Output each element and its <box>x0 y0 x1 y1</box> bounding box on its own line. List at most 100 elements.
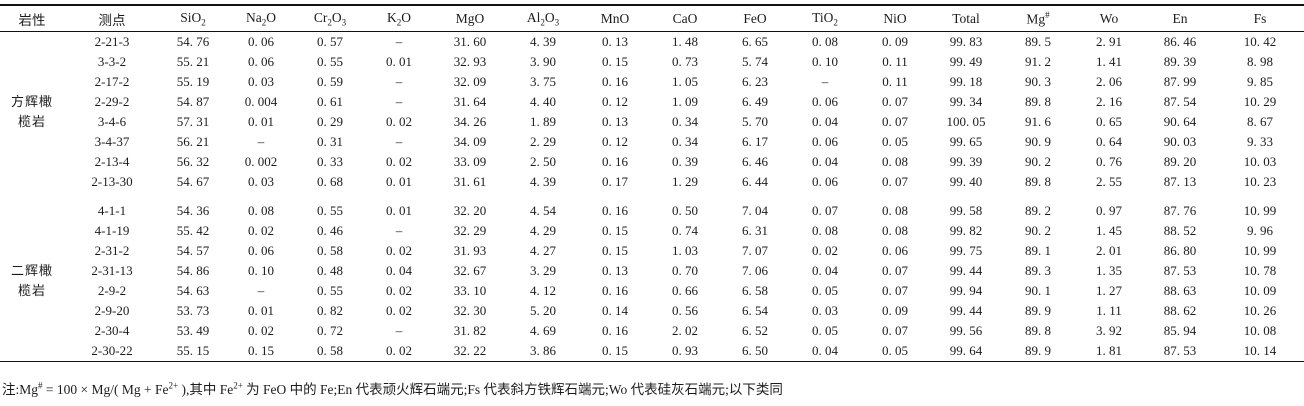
cell-en: 87. 53 <box>1163 343 1197 358</box>
table-row: 3-4-6 57. 31 0. 01 0. 29 0. 02 34. 26 1. 89 0. … <box>0 112 1304 132</box>
cell-fs: 10. 99 <box>1243 203 1277 218</box>
cell-cao: 0. 93 <box>672 343 698 358</box>
cell-mno: 0. 16 <box>602 203 628 218</box>
cell-en: 90. 03 <box>1163 134 1197 149</box>
cell-mno: 0. 16 <box>602 74 628 89</box>
cell-cr2o3: 0. 72 <box>317 323 343 338</box>
cell-wo: 2. 55 <box>1096 174 1122 189</box>
cell-cr2o3: 0. 61 <box>317 94 343 109</box>
cell-cr2o3: 0. 46 <box>317 223 343 238</box>
cell-en: 87. 76 <box>1163 203 1197 218</box>
cell-nio: 0. 08 <box>882 223 908 238</box>
group-lherzolite: 二辉橄 榄岩 4-1-1 54. 36 0. 08 0. 55 0. 01 32. 20 4. … <box>0 192 1304 362</box>
cell-sio2: 55. 19 <box>176 74 210 89</box>
cell-wo: 1. 35 <box>1096 263 1122 278</box>
cell-tio2: 0. 03 <box>812 303 838 318</box>
cell-en: 86. 80 <box>1163 243 1197 258</box>
cell-fs: 10. 23 <box>1243 174 1277 189</box>
cell-na2o: 0. 10 <box>248 263 274 278</box>
cell-na2o: 0. 002 <box>244 154 278 169</box>
cell-wo: 2. 16 <box>1096 94 1122 109</box>
cell-point: 2-29-2 <box>94 94 130 109</box>
cell-na2o: 0. 01 <box>248 114 274 129</box>
column-header-sio2: SiO2 <box>180 9 206 28</box>
cell-al2o3: 4. 40 <box>530 94 556 109</box>
column-header-cr2o3: Cr2O3 <box>313 9 347 28</box>
cell-al2o3: 1. 89 <box>530 114 556 129</box>
table-row: 2-17-2 55. 19 0. 03 0. 59 – 32. 09 3. 75 0. 16 1… <box>0 72 1304 92</box>
cell-mg-num: 90. 1 <box>1025 283 1051 298</box>
cell-sio2: 53. 73 <box>176 303 210 318</box>
cell-mgo: 33. 09 <box>453 154 487 169</box>
cell-mgo: 32. 20 <box>453 203 487 218</box>
cell-mno: 0. 17 <box>602 174 628 189</box>
cell-k2o: 0. 01 <box>386 203 412 218</box>
cell-cao: 0. 66 <box>672 283 698 298</box>
column-header-k2o: K2O <box>387 9 411 28</box>
cell-nio: 0. 07 <box>882 94 908 109</box>
cell-sio2: 56. 32 <box>176 154 210 169</box>
cell-feo: 6. 54 <box>742 303 768 318</box>
cell-nio: 0. 05 <box>882 134 908 149</box>
cell-en: 89. 39 <box>1163 54 1197 69</box>
cell-fs: 8. 98 <box>1247 54 1273 69</box>
cell-k2o: – <box>395 34 403 49</box>
column-header-mno: MnO <box>600 10 630 26</box>
cell-feo: 6. 58 <box>742 283 768 298</box>
cell-tio2: 0. 02 <box>812 243 838 258</box>
cell-cr2o3: 0. 57 <box>317 34 343 49</box>
cell-tio2: – <box>821 74 829 89</box>
cell-sio2: 57. 31 <box>176 114 210 129</box>
cell-fs: 10. 99 <box>1243 243 1277 258</box>
cell-al2o3: 4. 39 <box>530 34 556 49</box>
cell-tio2: 0. 10 <box>812 54 838 69</box>
cell-en: 85. 94 <box>1163 323 1197 338</box>
cell-mgo: 32. 30 <box>453 303 487 318</box>
cell-sio2: 54. 86 <box>176 263 210 278</box>
cell-fs: 9. 85 <box>1247 74 1273 89</box>
cell-nio: 0. 05 <box>882 343 908 358</box>
cell-mno: 0. 12 <box>602 134 628 149</box>
cell-en: 88. 62 <box>1163 303 1197 318</box>
cell-al2o3: 4. 12 <box>530 283 556 298</box>
cell-total: 99. 64 <box>949 343 983 358</box>
cell-sio2: 54. 76 <box>176 34 210 49</box>
cell-cao: 1. 09 <box>672 94 698 109</box>
cell-point: 3-4-37 <box>94 134 130 149</box>
table-row: 4-1-19 55. 42 0. 02 0. 46 – 32. 29 4. 29 0. 15 0… <box>0 221 1304 241</box>
cell-en: 88. 63 <box>1163 283 1197 298</box>
column-header-wo: Wo <box>1099 10 1119 26</box>
cell-al2o3: 3. 90 <box>530 54 556 69</box>
cell-nio: 0. 11 <box>882 54 908 69</box>
cell-en: 87. 54 <box>1163 94 1197 109</box>
column-header-en: En <box>1172 10 1188 26</box>
cell-mno: 0. 15 <box>602 223 628 238</box>
cell-point: 4-1-19 <box>94 223 130 238</box>
cell-al2o3: 5. 20 <box>530 303 556 318</box>
table-row: 3-3-2 55. 21 0. 06 0. 55 0. 01 32. 93 3. 90 0. … <box>0 52 1304 72</box>
cell-mg-num: 89. 8 <box>1025 323 1051 338</box>
cell-nio: 0. 09 <box>882 303 908 318</box>
cell-point: 3-4-6 <box>97 114 127 129</box>
cell-mgo: 31. 82 <box>453 323 487 338</box>
cell-point: 3-3-2 <box>97 54 127 69</box>
cell-mg-num: 89. 8 <box>1025 94 1051 109</box>
group-harzburgite: 方辉橄 榄岩 2-21-3 54. 76 0. 06 0. 57 – 31. 60 4. 39 0… <box>0 32 1304 193</box>
cell-k2o: – <box>395 223 403 238</box>
table-header: 岩性 测点 SiO2 Na2O Cr2O3 K2O MgO Al2O3 MnO CaO FeO TiO… <box>0 5 1304 32</box>
cell-sio2: 55. 21 <box>176 54 210 69</box>
cell-point: 2-9-2 <box>97 283 127 298</box>
cell-total: 99. 94 <box>949 283 983 298</box>
column-header-point: 测点 <box>98 12 126 28</box>
mineral-composition-table: 岩性 测点 SiO2 Na2O Cr2O3 K2O MgO Al2O3 MnO CaO FeO TiO… <box>0 4 1304 362</box>
cell-feo: 6. 50 <box>742 343 768 358</box>
cell-cr2o3: 0. 55 <box>317 203 343 218</box>
cell-cao: 1. 48 <box>672 34 698 49</box>
cell-feo: 6. 17 <box>742 134 768 149</box>
table-row: 2-9-20 53. 73 0. 01 0. 82 0. 02 32. 30 5. 20 0.… <box>0 301 1304 321</box>
cell-tio2: 0. 04 <box>812 263 838 278</box>
table-footnote: 注:Mg# = 100 × Mg/( Mg + Fe2+ ),其中 Fe2+ 为… <box>2 380 783 398</box>
cell-point: 4-1-1 <box>97 203 127 218</box>
cell-feo: 6. 49 <box>742 94 768 109</box>
cell-mno: 0. 14 <box>602 303 628 318</box>
